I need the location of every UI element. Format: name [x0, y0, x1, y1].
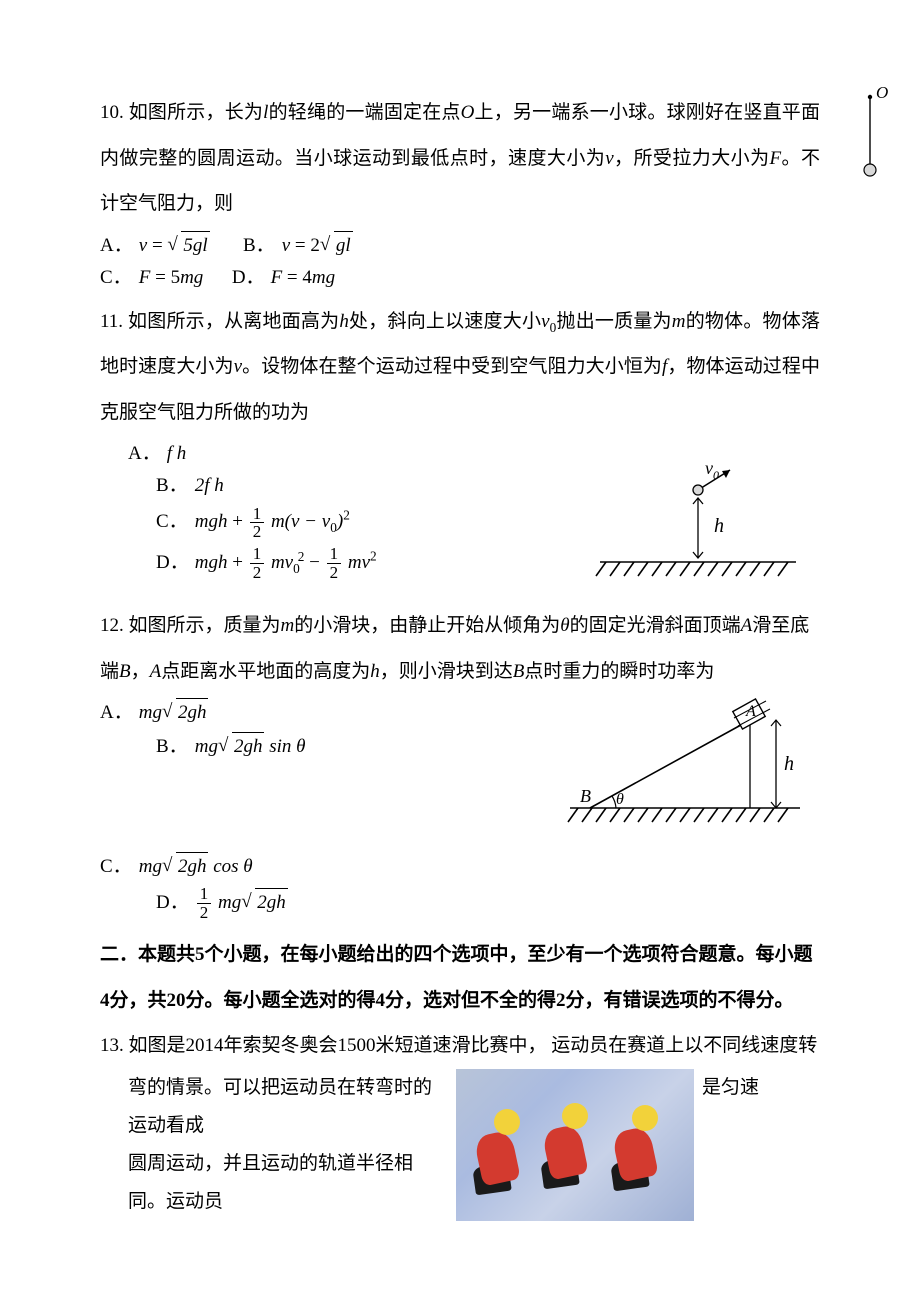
section-2-heading: 二．本题共5个小题，在每小题给出的四个选项中，至少有一个选项符合题意。每小题 4…: [100, 932, 820, 1023]
question-10-body: 10. 如图所示，长为l的轻绳的一端固定在点O上，另一端系一小球。球刚好在竖直平…: [100, 90, 820, 227]
q10-option-A: A． v = 5gl B． v = 2gl: [100, 231, 820, 261]
q10-option-C: C． F = 5mg D． F = 4mg: [100, 264, 820, 293]
question-13-left: 弯的情景。可以把运动员在转弯时的运动看成 圆周运动，并且运动的轨道半径相同。运动…: [100, 1069, 448, 1221]
question-10: O 10. 如图所示，长为l的轻绳的一端固定在点O上，另一端系一小球。球刚好在竖…: [100, 90, 820, 293]
question-11-body: 11. 如图所示，从离地面高为h处，斜向上以速度大小v0抛出一质量为m的物体。物…: [100, 299, 820, 436]
question-12-body: 12. 如图所示，质量为m的小滑块，由静止开始从倾角为θ的固定光滑斜面顶端A滑至…: [100, 603, 820, 694]
figure-label-O: O: [876, 86, 888, 102]
figure-projectile: v0 h: [580, 458, 810, 598]
question-13-line1: 13. 如图是2014年索契冬奥会1500米短道速滑比赛中， 运动员在赛道上以不…: [100, 1023, 820, 1069]
fig12-h: h: [784, 753, 794, 775]
figure-skating-photo: [456, 1069, 694, 1221]
q12-option-C: C． mg2gh cos θ: [100, 852, 820, 882]
q12-number: 12.: [100, 615, 124, 636]
question-12: 12. 如图所示，质量为m的小滑块，由静止开始从倾角为θ的固定光滑斜面顶端A滑至…: [100, 603, 820, 922]
question-13-right: 是匀速: [702, 1069, 759, 1107]
q12-option-D: D． 12 mg2gh: [100, 885, 820, 922]
q13-number: 13.: [100, 1035, 124, 1056]
fig12-A: A: [745, 703, 756, 720]
fig11-h: h: [714, 515, 724, 537]
q11-number: 11.: [100, 311, 123, 332]
fig12-B: B: [580, 786, 591, 806]
q10-number: 10.: [100, 102, 124, 123]
fig12-theta: θ: [616, 791, 624, 808]
figure-pendulum: O: [856, 86, 890, 192]
figure-incline: θ B A h: [560, 698, 810, 848]
question-11: 11. 如图所示，从离地面高为h处，斜向上以速度大小v0抛出一质量为m的物体。物…: [100, 299, 820, 597]
question-13: 13. 如图是2014年索契冬奥会1500米短道速滑比赛中， 运动员在赛道上以不…: [100, 1023, 820, 1221]
